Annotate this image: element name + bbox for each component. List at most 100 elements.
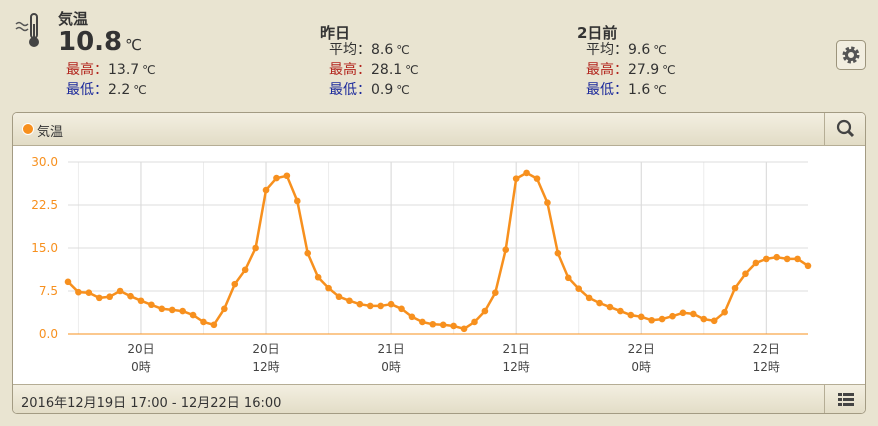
point [721, 308, 728, 316]
label: 平均： [329, 42, 371, 58]
unit: ℃ [405, 63, 419, 77]
point [637, 313, 645, 321]
current-temp: 10.8 ℃ [58, 27, 142, 57]
x-tick-label: 21日 12時 [503, 342, 530, 374]
point [293, 197, 301, 205]
search-button[interactable] [824, 113, 866, 145]
point [335, 293, 343, 301]
point [304, 249, 312, 257]
point [523, 169, 530, 177]
unit: ℃ [653, 43, 667, 57]
point [189, 311, 197, 319]
x-tick-label: 22日 12時 [753, 342, 780, 374]
y-tick-label: 7.5 [39, 284, 58, 298]
yesterday-avg: 平均：8.6 ℃ [329, 40, 410, 60]
unit: ℃ [396, 43, 410, 57]
point [356, 300, 364, 308]
point [533, 175, 541, 182]
x-tick-line: 0時 [631, 360, 651, 374]
thermometer-icon [15, 13, 39, 47]
y-tick-label: 15.0 [31, 241, 58, 255]
unit: ℃ [125, 36, 143, 54]
point [377, 302, 384, 310]
point [127, 292, 134, 300]
point [471, 318, 478, 326]
settings-button[interactable] [836, 40, 866, 70]
x-tick-line: 12時 [252, 360, 279, 374]
two-days-title: 2日前 [577, 24, 618, 42]
point [700, 315, 708, 323]
line-series [67, 171, 809, 331]
two-days-min: 最低：1.6 ℃ [586, 80, 667, 100]
point [450, 322, 457, 330]
point [106, 293, 113, 301]
x-tick-line: 0時 [131, 360, 151, 374]
point [783, 255, 791, 263]
x-tick-label: 20日 0時 [127, 342, 154, 374]
point [200, 318, 207, 326]
yesterday-max: 最高：28.1 ℃ [329, 60, 419, 80]
value: 0.9 [371, 82, 394, 98]
point [366, 302, 374, 310]
x-tick-label: 21日 0時 [377, 342, 404, 374]
point [148, 301, 155, 309]
point [481, 307, 489, 315]
point [669, 312, 676, 320]
point [658, 315, 666, 323]
two-days-max: 最高：27.9 ℃ [586, 60, 676, 80]
value: 9.6 [628, 42, 651, 58]
point [606, 303, 614, 311]
value: 28.1 [371, 62, 403, 78]
yesterday-min: 最低：0.9 ℃ [329, 80, 410, 100]
point [731, 284, 739, 292]
panel-footer: 2016年12月19日 17:00 - 12月22日 16:00 [13, 384, 866, 414]
point [314, 273, 322, 281]
point [85, 289, 93, 297]
panel-header: 気温 [13, 113, 865, 146]
point [742, 270, 749, 278]
value: 13.7 [108, 62, 140, 78]
point [252, 244, 259, 252]
point [429, 320, 437, 328]
point [627, 311, 635, 319]
current-max: 最高：13.7 ℃ [66, 60, 156, 80]
point [460, 325, 468, 333]
yesterday-title: 昨日 [320, 24, 351, 42]
point [648, 316, 655, 324]
x-tick-line: 22日 [628, 342, 655, 356]
value: 8.6 [371, 42, 394, 58]
y-tick-label: 30.0 [31, 155, 58, 169]
x-tick-line: 12時 [503, 360, 530, 374]
unit: ℃ [396, 83, 410, 97]
point [544, 199, 551, 207]
point [210, 321, 218, 329]
point [554, 249, 562, 257]
point [710, 317, 718, 325]
point [241, 266, 249, 274]
unit: ℃ [653, 83, 667, 97]
x-tick-line: 21日 [503, 342, 530, 356]
point [575, 285, 583, 293]
point [794, 255, 801, 263]
list-button[interactable] [824, 385, 866, 414]
point [64, 278, 72, 286]
point [492, 289, 499, 297]
point [346, 297, 353, 305]
unit: ℃ [142, 63, 156, 77]
x-tick-line: 21日 [377, 342, 404, 356]
y-tick-label: 0.0 [39, 327, 58, 341]
current-min: 最低：2.2 ℃ [66, 80, 147, 100]
unit: ℃ [133, 83, 147, 97]
value: 2.2 [108, 82, 131, 98]
point [419, 318, 426, 326]
y-tick-label: 22.5 [31, 198, 58, 212]
point [398, 305, 405, 313]
x-tick-label: 22日 0時 [628, 342, 655, 374]
point [158, 305, 166, 313]
point [439, 321, 447, 329]
current-title: 気温 [58, 10, 89, 28]
x-tick-line: 12時 [753, 360, 780, 374]
x-tick-label: 20日 12時 [252, 342, 279, 374]
x-tick-line: 22日 [753, 342, 780, 356]
